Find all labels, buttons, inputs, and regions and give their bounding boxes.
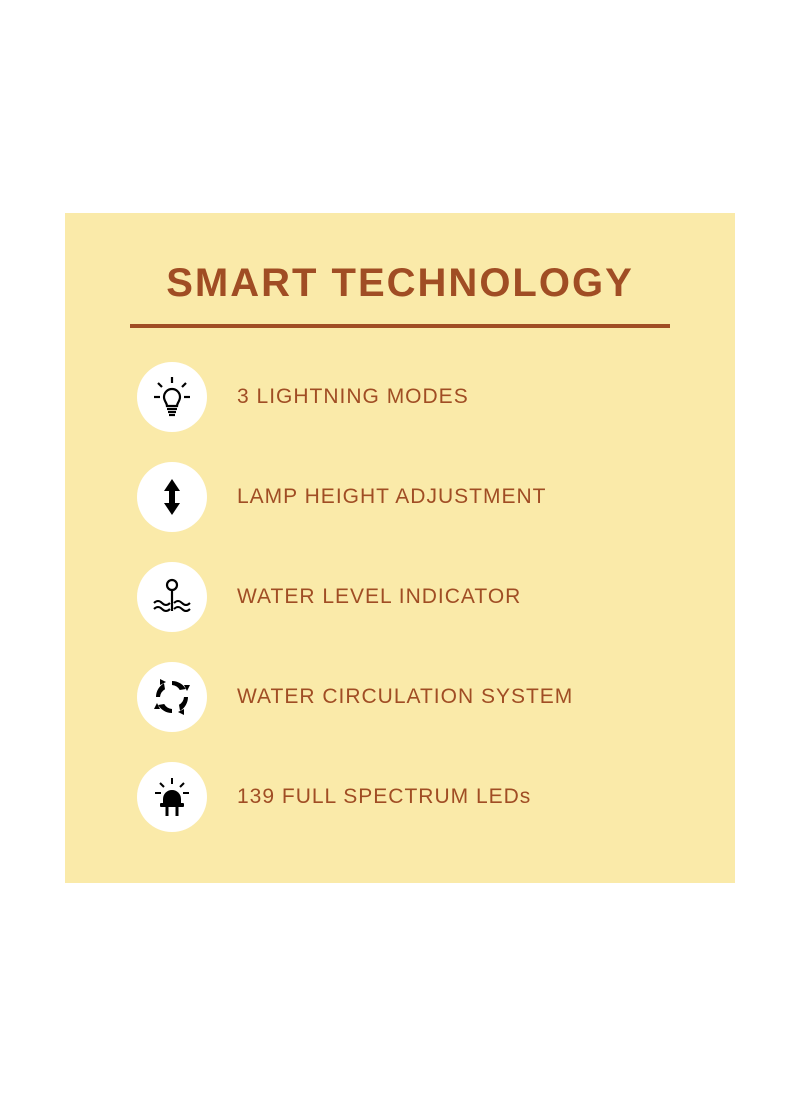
arrows-updown-icon	[137, 462, 207, 532]
feature-list: 3 LIGHTNING MODES LAMP HEIGHT ADJUSTMENT	[117, 362, 683, 832]
title-divider	[130, 324, 670, 328]
feature-item: WATER LEVEL INDICATOR	[137, 562, 683, 632]
feature-label: 139 FULL SPECTRUM LEDs	[237, 785, 531, 809]
feature-item: LAMP HEIGHT ADJUSTMENT	[137, 462, 683, 532]
feature-label: 3 LIGHTNING MODES	[237, 385, 469, 409]
feature-label: WATER CIRCULATION SYSTEM	[237, 685, 573, 709]
circulation-icon	[137, 662, 207, 732]
water-level-icon	[137, 562, 207, 632]
feature-item: 139 FULL SPECTRUM LEDs	[137, 762, 683, 832]
feature-label: LAMP HEIGHT ADJUSTMENT	[237, 485, 546, 509]
infographic-card: SMART TECHNOLOGY 3 LIGHTNING MODES	[65, 213, 735, 883]
feature-label: WATER LEVEL INDICATOR	[237, 585, 521, 609]
card-title: SMART TECHNOLOGY	[117, 261, 683, 306]
led-icon	[137, 762, 207, 832]
feature-item: WATER CIRCULATION SYSTEM	[137, 662, 683, 732]
feature-item: 3 LIGHTNING MODES	[137, 362, 683, 432]
lightbulb-icon	[137, 362, 207, 432]
